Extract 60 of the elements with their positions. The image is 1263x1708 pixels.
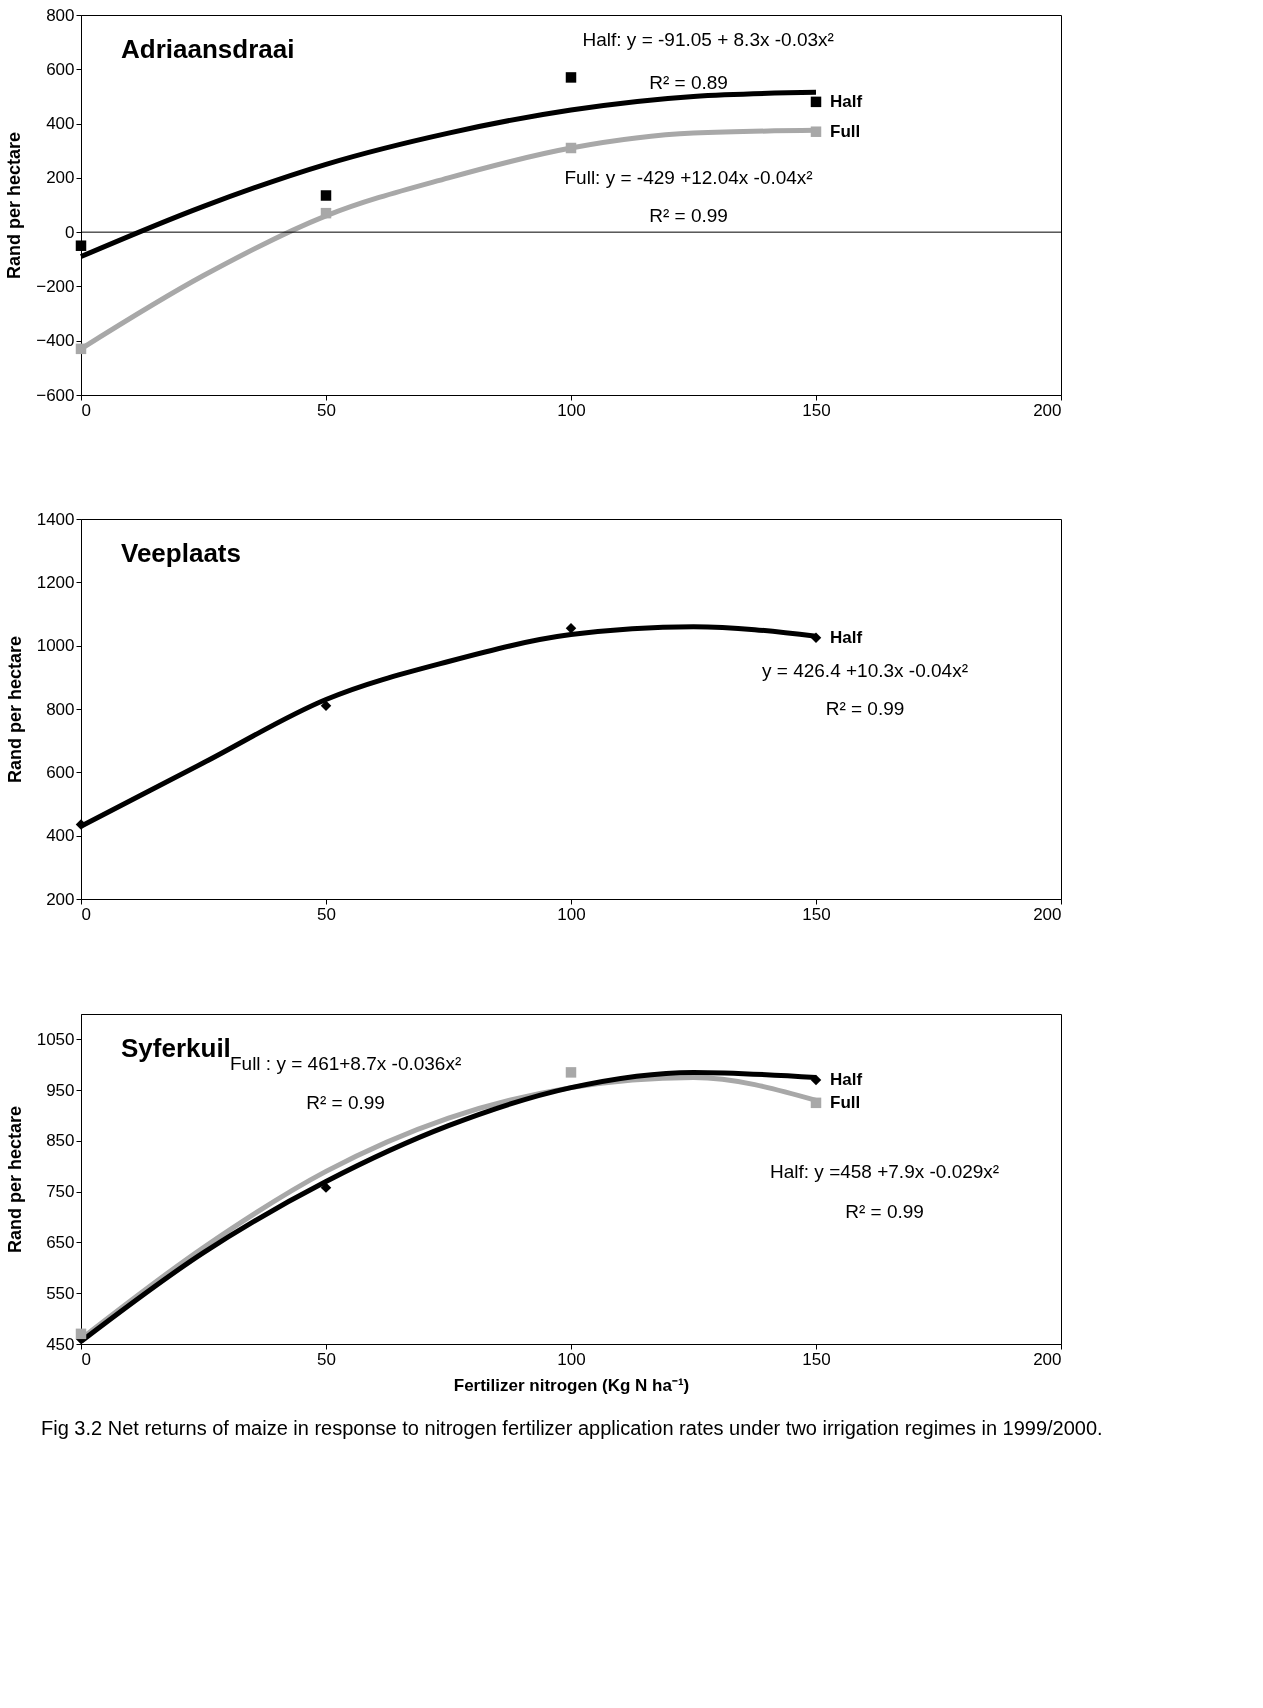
x-tick-label: 50 xyxy=(317,400,336,420)
x-tick-label: 100 xyxy=(557,400,586,420)
y-axis-title: Rand per hectare xyxy=(4,131,25,280)
y-tick-label: 200 xyxy=(46,889,75,909)
y-tick-label: −200 xyxy=(36,276,75,296)
y-tick-label: 450 xyxy=(46,1334,75,1354)
x-tick-label: 150 xyxy=(802,400,831,420)
series-label: Full xyxy=(830,121,861,141)
y-tick-label: 750 xyxy=(46,1182,75,1202)
x-tick-label: 0 xyxy=(81,1349,91,1369)
y-tick-label: 950 xyxy=(46,1080,75,1100)
y-tick-label: 0 xyxy=(65,222,75,242)
y-tick-label: −600 xyxy=(36,385,75,405)
y-tick-label: 800 xyxy=(46,5,75,25)
caption: Fig 3.2 Net returns of maize in response to nitrogen fertilizer application rates under two irrigation regimes in 1999/2000. xyxy=(41,1417,1103,1439)
y-tick-label: 800 xyxy=(46,699,75,719)
text: Adriaansdraai xyxy=(121,34,295,64)
y-tick-label: 400 xyxy=(46,114,75,134)
text: Syferkuil xyxy=(121,1033,231,1063)
annotation: R² = 0.99 xyxy=(306,1092,385,1114)
annotation: Full : y = 461+8.7x -0.036x² xyxy=(229,1052,462,1074)
y-tick-label: 600 xyxy=(46,762,75,782)
annotation: R² = 0.89 xyxy=(649,72,728,94)
y-tick-label: −400 xyxy=(36,331,75,351)
y-tick-label: 600 xyxy=(46,59,75,79)
series-label: Half xyxy=(830,1070,863,1089)
series-label: Full xyxy=(830,1092,861,1112)
annotation: Half: y =458 +7.9x -0.029x² xyxy=(770,1161,1000,1183)
x-tick-label: 50 xyxy=(317,904,336,924)
x-tick-label: 150 xyxy=(802,1349,831,1369)
series-label: Half xyxy=(830,627,863,647)
text: Veeplaats xyxy=(121,538,241,568)
annotation: R² = 0.99 xyxy=(825,698,905,719)
x-axis-title: Fertilizer nitrogen (Kg N ha⁻¹) xyxy=(453,1375,690,1395)
annotation: Full: y = -429 +12.04x -0.04x² xyxy=(564,167,813,189)
x-tick-label: 100 xyxy=(557,1349,586,1369)
y-axis-title: Rand per hectare xyxy=(4,1105,25,1254)
annotation: y = 426.4 +10.3x -0.04x² xyxy=(762,660,968,681)
y-tick-label: 1000 xyxy=(36,636,75,656)
y-tick-label: 650 xyxy=(46,1232,75,1252)
x-tick-label: 150 xyxy=(802,904,831,924)
x-tick-label: 0 xyxy=(81,904,91,924)
y-tick-label: 1050 xyxy=(36,1029,75,1049)
y-tick-label: 550 xyxy=(46,1283,75,1303)
annotation: R² = 0.99 xyxy=(649,205,728,227)
y-tick-label: 1400 xyxy=(36,509,75,529)
series-label: Half xyxy=(830,91,863,111)
x-tick-label: 200 xyxy=(1033,1349,1062,1369)
x-tick-label: 100 xyxy=(557,904,586,924)
x-tick-label: 200 xyxy=(1033,400,1062,420)
y-tick-label: 400 xyxy=(46,826,75,846)
x-tick-label: 50 xyxy=(317,1349,336,1369)
y-axis-title: Rand per hectare xyxy=(4,635,25,784)
y-tick-label: 850 xyxy=(46,1131,75,1151)
annotation: Half: y = -91.05 + 8.3x -0.03x² xyxy=(582,28,834,50)
y-tick-label: 1200 xyxy=(36,572,75,592)
annotation: R² = 0.99 xyxy=(845,1201,924,1222)
x-tick-label: 200 xyxy=(1033,904,1062,924)
x-tick-label: 0 xyxy=(81,400,91,420)
y-tick-label: 200 xyxy=(46,168,75,188)
